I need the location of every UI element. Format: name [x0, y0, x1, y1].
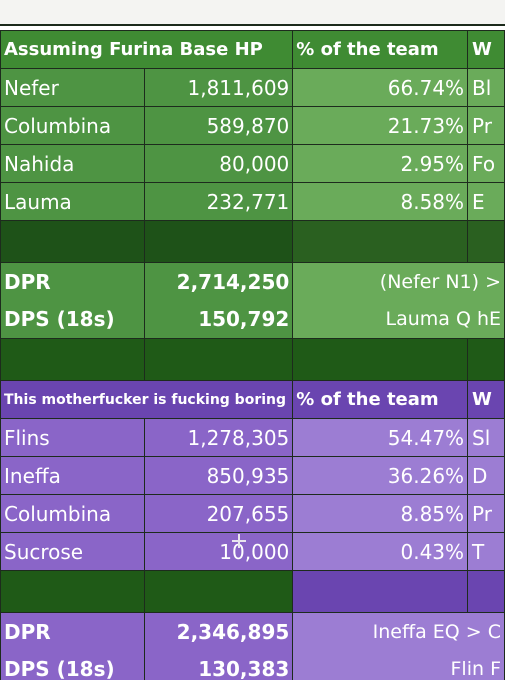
purple-header-extra[interactable]: W: [467, 380, 505, 419]
cell-name[interactable]: Sucrose: [0, 532, 146, 571]
top-strip: [0, 0, 505, 26]
cell-name[interactable]: Nahida: [0, 144, 146, 183]
green-header-row: Assuming Furina Base HP % of the team W: [0, 30, 505, 69]
dpr-row: DPR 2,714,250 (Nefer N1) >: [0, 262, 505, 301]
dpr-label[interactable]: DPR: [0, 262, 146, 301]
table-row: Columbina 589,870 21.73% Pr: [0, 106, 505, 145]
cell-pct[interactable]: 2.95%: [292, 144, 469, 183]
cell-name[interactable]: Columbina: [0, 494, 146, 533]
cell-value[interactable]: 1,278,305: [144, 418, 294, 457]
empty-cell[interactable]: [144, 570, 294, 613]
green-header-pct[interactable]: % of the team: [292, 30, 469, 69]
cell-note[interactable]: Pr: [467, 494, 505, 533]
green-header-extra[interactable]: W: [467, 30, 505, 69]
cell-name[interactable]: Flins: [0, 418, 146, 457]
purple-header-row: This motherfucker is fucking boring % of…: [0, 380, 505, 419]
empty-cell[interactable]: [0, 338, 146, 381]
cell-cursor-icon: [232, 534, 246, 548]
cell-note[interactable]: Fo: [467, 144, 505, 183]
dpr-rotation-note[interactable]: Ineffa EQ > C: [292, 612, 505, 651]
dpr-rotation-note[interactable]: (Nefer N1) >: [292, 262, 505, 301]
dpr-value[interactable]: 2,346,895: [144, 612, 294, 651]
cell-pct[interactable]: 21.73%: [292, 106, 469, 145]
cell-note[interactable]: Sl: [467, 418, 505, 457]
table-row: Columbina 207,655 8.85% Pr: [0, 494, 505, 533]
empty-cell[interactable]: [292, 570, 469, 613]
cell-note[interactable]: Pr: [467, 106, 505, 145]
table-row: Sucrose 10,000 0.43% T: [0, 532, 505, 571]
cell-value[interactable]: 1,811,609: [144, 68, 294, 107]
cell-name[interactable]: Ineffa: [0, 456, 146, 495]
table-row: Flins 1,278,305 54.47% Sl: [0, 418, 505, 457]
empty-cell[interactable]: [144, 220, 294, 263]
table-row: Nefer 1,811,609 66.74% Bl: [0, 68, 505, 107]
table-row: Lauma 232,771 8.58% E: [0, 182, 505, 221]
cell-value[interactable]: 232,771: [144, 182, 294, 221]
dps-rotation-note[interactable]: Flin F: [292, 650, 505, 680]
empty-cell[interactable]: [292, 220, 469, 263]
dps-row: DPS (18s) 130,383 Flin F: [0, 650, 505, 680]
dpr-label[interactable]: DPR: [0, 612, 146, 651]
empty-cell[interactable]: [467, 338, 505, 381]
damage-table: Assuming Furina Base HP % of the team W …: [0, 30, 505, 680]
dps-row: DPS (18s) 150,792 Lauma Q hE: [0, 300, 505, 339]
cell-name[interactable]: Lauma: [0, 182, 146, 221]
cell-note[interactable]: D: [467, 456, 505, 495]
empty-cell[interactable]: [467, 570, 505, 613]
cell-value[interactable]: 850,935: [144, 456, 294, 495]
separator-row: [0, 220, 505, 263]
dps-value[interactable]: 150,792: [144, 300, 294, 339]
cell-name[interactable]: Nefer: [0, 68, 146, 107]
dps-label[interactable]: DPS (18s): [0, 650, 146, 680]
cell-name[interactable]: Columbina: [0, 106, 146, 145]
cell-pct[interactable]: 66.74%: [292, 68, 469, 107]
cell-pct[interactable]: 8.85%: [292, 494, 469, 533]
dpr-row: DPR 2,346,895 Ineffa EQ > C: [0, 612, 505, 651]
dps-label[interactable]: DPS (18s): [0, 300, 146, 339]
cell-note[interactable]: Bl: [467, 68, 505, 107]
empty-cell[interactable]: [292, 338, 469, 381]
table-row: Ineffa 850,935 36.26% D: [0, 456, 505, 495]
dps-value[interactable]: 130,383: [144, 650, 294, 680]
cell-value[interactable]: 589,870: [144, 106, 294, 145]
cell-note[interactable]: E: [467, 182, 505, 221]
cell-pct[interactable]: 54.47%: [292, 418, 469, 457]
empty-cell[interactable]: [0, 570, 146, 613]
cell-pct[interactable]: 8.58%: [292, 182, 469, 221]
purple-header-title[interactable]: This motherfucker is fucking boring: [0, 380, 294, 419]
table-row: Nahida 80,000 2.95% Fo: [0, 144, 505, 183]
green-header-title[interactable]: Assuming Furina Base HP: [0, 30, 294, 69]
cell-value[interactable]: 207,655: [144, 494, 294, 533]
empty-cell[interactable]: [0, 220, 146, 263]
separator-row: [0, 338, 505, 381]
cell-value[interactable]: 80,000: [144, 144, 294, 183]
cell-value[interactable]: 10,000: [144, 532, 294, 571]
cell-note[interactable]: T: [467, 532, 505, 571]
cell-pct[interactable]: 0.43%: [292, 532, 469, 571]
separator-row: [0, 570, 505, 613]
dpr-value[interactable]: 2,714,250: [144, 262, 294, 301]
purple-header-pct[interactable]: % of the team: [292, 380, 469, 419]
empty-cell[interactable]: [144, 338, 294, 381]
dps-rotation-note[interactable]: Lauma Q hE: [292, 300, 505, 339]
cell-pct[interactable]: 36.26%: [292, 456, 469, 495]
empty-cell[interactable]: [467, 220, 505, 263]
